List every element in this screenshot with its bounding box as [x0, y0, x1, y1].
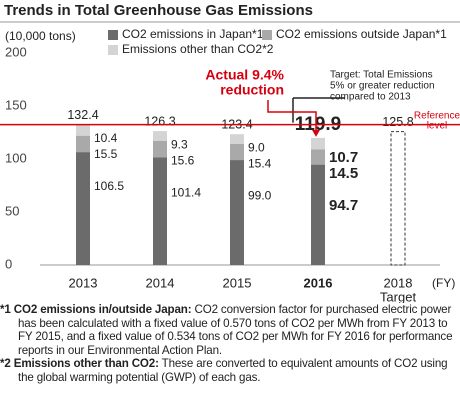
bar-segment — [311, 149, 325, 165]
value-label: 15.4 — [248, 156, 272, 170]
target-annotation: 5% or greater reduction — [330, 81, 435, 92]
legend-swatch — [108, 45, 118, 55]
reference-annotation: Reference — [414, 111, 460, 122]
bar-segment — [230, 143, 244, 161]
bar-segment — [311, 164, 325, 265]
bar-segment — [230, 160, 244, 265]
footnote: *2 Emissions other than CO2: These are c… — [0, 357, 456, 384]
y-tick-label: 150 — [5, 97, 27, 112]
y-tick-label: 200 — [5, 44, 27, 59]
y-tick-label: 50 — [5, 203, 19, 218]
legend-label: CO2 emissions in Japan*1 — [122, 27, 264, 41]
footnote: *1 CO2 emissions in/outside Japan: CO2 c… — [0, 303, 456, 357]
bar-segment — [76, 135, 90, 153]
total-label: 125.8 — [382, 115, 413, 129]
bar-segment — [76, 124, 90, 136]
y-axis-label: (10,000 tons) — [5, 29, 76, 43]
value-label: 10.7 — [329, 149, 358, 166]
footnote-text: CO2 conversion factor for purchased elec… — [18, 303, 453, 357]
x-tick-label: 2013 — [69, 275, 98, 290]
legend-swatch — [262, 30, 272, 40]
footnote-lead: *1 CO2 emissions in/outside Japan: — [0, 303, 192, 316]
value-label: 15.6 — [171, 153, 195, 167]
value-label: 99.0 — [248, 188, 272, 202]
target-annotation: compared to 2013 — [330, 92, 411, 103]
value-label: 106.5 — [94, 179, 124, 193]
bar-segment — [153, 157, 167, 265]
value-label: 94.7 — [329, 197, 358, 214]
legend-label: CO2 emissions outside Japan*1 — [276, 27, 447, 41]
y-tick-label: 100 — [5, 150, 27, 165]
x-tick-label: 2016 — [304, 275, 333, 290]
value-label: 14.5 — [329, 165, 358, 182]
x-tick-label: 2018 — [384, 275, 413, 290]
x-tick-note: Target — [380, 289, 417, 303]
footnote-text: These are converted to equivalent amount… — [18, 357, 448, 384]
legend-label: Emissions other than CO2*2 — [122, 42, 274, 56]
chart-title: Trends in Total Greenhouse Gas Emissions — [4, 2, 313, 19]
value-label: 9.3 — [171, 137, 188, 151]
bar-segment — [76, 152, 90, 265]
x-axis-label: (FY) — [432, 276, 455, 290]
total-label: 126.3 — [144, 114, 175, 128]
bar-segment — [230, 134, 244, 144]
arrow-head — [312, 129, 320, 137]
reduction-annotation: Actual 9.4% — [205, 67, 284, 83]
y-tick-label: 0 — [5, 256, 12, 271]
reduction-annotation: reduction — [220, 82, 284, 98]
bar-segment — [153, 140, 167, 158]
chart: Trends in Total Greenhouse Gas Emissions… — [0, 2, 460, 304]
footnotes: *1 CO2 emissions in/outside Japan: CO2 c… — [0, 303, 456, 385]
target-annotation: Target: Total Emissions — [330, 70, 433, 81]
value-label: 101.4 — [171, 185, 201, 199]
legend-swatch — [108, 30, 118, 40]
total-label: 132.4 — [67, 108, 98, 122]
bar-segment — [311, 137, 325, 150]
reduction-arrow — [267, 100, 317, 132]
footnote-lead: *2 Emissions other than CO2: — [0, 357, 159, 371]
x-tick-label: 2014 — [146, 275, 175, 290]
value-label: 9.0 — [248, 140, 265, 154]
bar-segment — [153, 131, 167, 141]
x-tick-label: 2015 — [223, 275, 252, 290]
value-label: 10.4 — [94, 131, 118, 145]
target-bar — [390, 131, 406, 266]
value-label: 15.5 — [94, 147, 118, 161]
reference-annotation: level — [427, 121, 448, 132]
